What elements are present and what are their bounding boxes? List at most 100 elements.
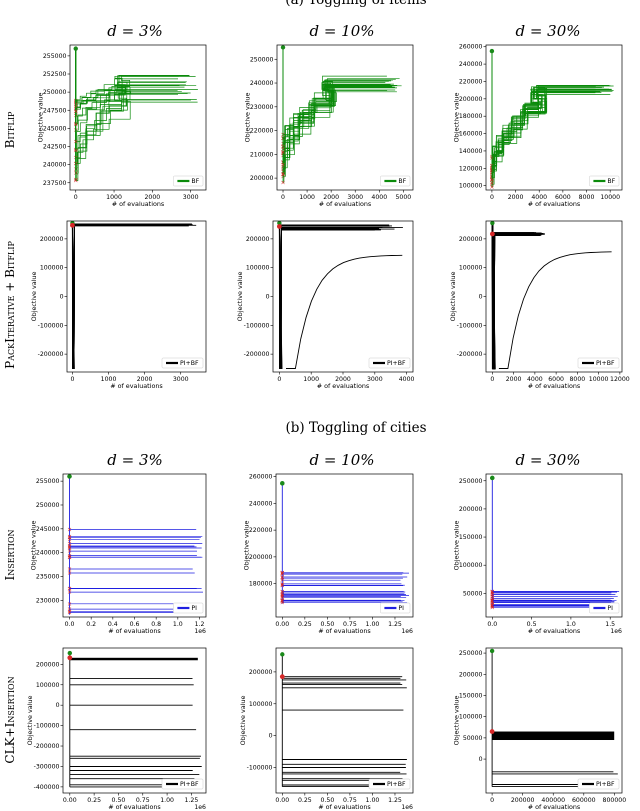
x-tick-label: 0.50 bbox=[112, 797, 126, 804]
init-marker: × bbox=[489, 180, 494, 187]
x-tick-label: 200000 bbox=[511, 797, 535, 804]
y-tick-label: 140000 bbox=[459, 148, 483, 155]
x-tick-label: 0.6 bbox=[130, 621, 140, 628]
plot-area bbox=[489, 221, 612, 370]
x-tick-label: 1000 bbox=[303, 376, 319, 383]
x-tick-label: 3000 bbox=[183, 194, 199, 201]
init-marker: × bbox=[67, 566, 72, 573]
x-tick-label: 2000 bbox=[506, 376, 522, 383]
y-tick-label: 260000 bbox=[459, 44, 483, 51]
series-line bbox=[278, 222, 375, 369]
series-line bbox=[282, 47, 395, 163]
x-tick-label: 4000 bbox=[399, 376, 415, 383]
y-tick-label: 250000 bbox=[43, 89, 67, 96]
x-tick-label: 1000 bbox=[106, 194, 122, 201]
legend-label: PI+BF bbox=[387, 781, 406, 788]
legend: PI bbox=[173, 602, 204, 614]
x-axis-label: # of evaluations bbox=[528, 627, 581, 635]
y-tick-label: 230000 bbox=[36, 597, 60, 604]
init-marker: × bbox=[280, 593, 285, 600]
y-tick-label: 240000 bbox=[250, 80, 274, 87]
series-line bbox=[491, 51, 610, 174]
x-tick-label: 4000 bbox=[527, 376, 543, 383]
init-point bbox=[489, 231, 495, 237]
series-line bbox=[71, 222, 180, 369]
dense-band bbox=[69, 657, 198, 661]
col-title-a-1: d = 3% bbox=[107, 22, 163, 40]
series-line bbox=[491, 222, 542, 370]
series-line bbox=[491, 51, 604, 171]
x-tick-label: 1.00 bbox=[160, 797, 174, 804]
series-line bbox=[491, 222, 541, 370]
init-marker: × bbox=[67, 586, 72, 593]
y-tick-label: 0 bbox=[56, 702, 60, 709]
y-tick-label: 120000 bbox=[459, 165, 483, 172]
x-exponent: 1e6 bbox=[610, 628, 622, 635]
x-axis-label: # of evaluations bbox=[528, 200, 581, 208]
plot-area bbox=[67, 650, 202, 788]
y-tick-label: 230000 bbox=[250, 104, 274, 111]
y-tick-label: 200000 bbox=[459, 671, 483, 678]
panel-a-bf-30: ××××××××××××××××××××××100000120000140000… bbox=[452, 44, 623, 208]
series-line bbox=[278, 222, 390, 369]
series-line bbox=[491, 222, 545, 370]
y-tick-label: 100000 bbox=[459, 562, 483, 569]
legend: BF bbox=[380, 175, 411, 187]
init-point bbox=[279, 674, 285, 680]
init-marker: × bbox=[280, 593, 285, 600]
series-line bbox=[282, 47, 387, 168]
section-b-title: (b) Toggling of cities bbox=[285, 420, 426, 436]
x-tick-label: 1.5 bbox=[605, 621, 615, 628]
y-tick-label: 50000 bbox=[463, 735, 483, 742]
series-line bbox=[491, 51, 596, 185]
init-point bbox=[276, 224, 282, 229]
axes-frame bbox=[276, 44, 414, 191]
col-title-b-3: d = 30% bbox=[515, 451, 580, 469]
series-line bbox=[75, 48, 197, 164]
series-line bbox=[491, 51, 601, 178]
init-marker: × bbox=[73, 147, 78, 154]
x-tick-label: 0.00 bbox=[63, 797, 77, 804]
y-axis-label: Objective value bbox=[242, 521, 250, 571]
panel-b-pi-30: ×××××××××××××××××××××× 50000 100000 150000 2… bbox=[452, 473, 623, 635]
plot-area: ×××××××××××××××××××××× bbox=[281, 45, 402, 186]
init-marker: × bbox=[280, 582, 285, 589]
init-marker: × bbox=[67, 554, 72, 561]
series-line bbox=[282, 47, 387, 166]
legend-box bbox=[577, 357, 620, 369]
plot-area: ×××××××××××××××××××××× bbox=[490, 475, 620, 611]
legend-label: PI+BF bbox=[387, 360, 406, 367]
init-marker: × bbox=[280, 575, 285, 582]
panel-b-clk-30: 0 50000 100000 150000 200000 250000 0 200000 400… bbox=[452, 647, 627, 811]
series-line bbox=[278, 222, 392, 369]
x-axis-label: # of evaluations bbox=[528, 803, 581, 811]
y-tick-label: 250000 bbox=[36, 502, 60, 509]
init-marker: × bbox=[67, 527, 72, 534]
y-tick-label: 200000 bbox=[246, 236, 270, 243]
series-line bbox=[75, 48, 186, 180]
series-line bbox=[491, 51, 613, 172]
init-marker: × bbox=[490, 603, 495, 610]
y-tick-label: 0 bbox=[479, 756, 483, 763]
legend-box bbox=[161, 357, 204, 369]
x-tick-label: 800000 bbox=[603, 797, 627, 804]
y-tick-label: 255000 bbox=[43, 53, 67, 60]
x-tick-label: 0 bbox=[277, 376, 281, 383]
y-tick-label: 240000 bbox=[459, 61, 483, 68]
series-line bbox=[491, 51, 612, 181]
x-axis-label: # of evaluations bbox=[319, 200, 372, 208]
series-line bbox=[491, 51, 614, 167]
dense-band bbox=[492, 731, 615, 741]
series-line bbox=[498, 251, 612, 369]
y-axis-label: Objective value bbox=[236, 272, 244, 322]
y-tick-label: 240000 bbox=[249, 500, 273, 507]
series-line bbox=[278, 222, 381, 369]
y-tick-label: 200000 bbox=[459, 236, 483, 243]
plot-area bbox=[276, 221, 403, 369]
y-tick-label: 250000 bbox=[459, 478, 483, 485]
x-tick-label: 0.5 bbox=[527, 621, 537, 628]
y-tick-label: 150000 bbox=[459, 534, 483, 541]
section-a-title: (a) Toggling of items bbox=[285, 0, 426, 8]
y-tick-label: 100000 bbox=[459, 714, 483, 721]
